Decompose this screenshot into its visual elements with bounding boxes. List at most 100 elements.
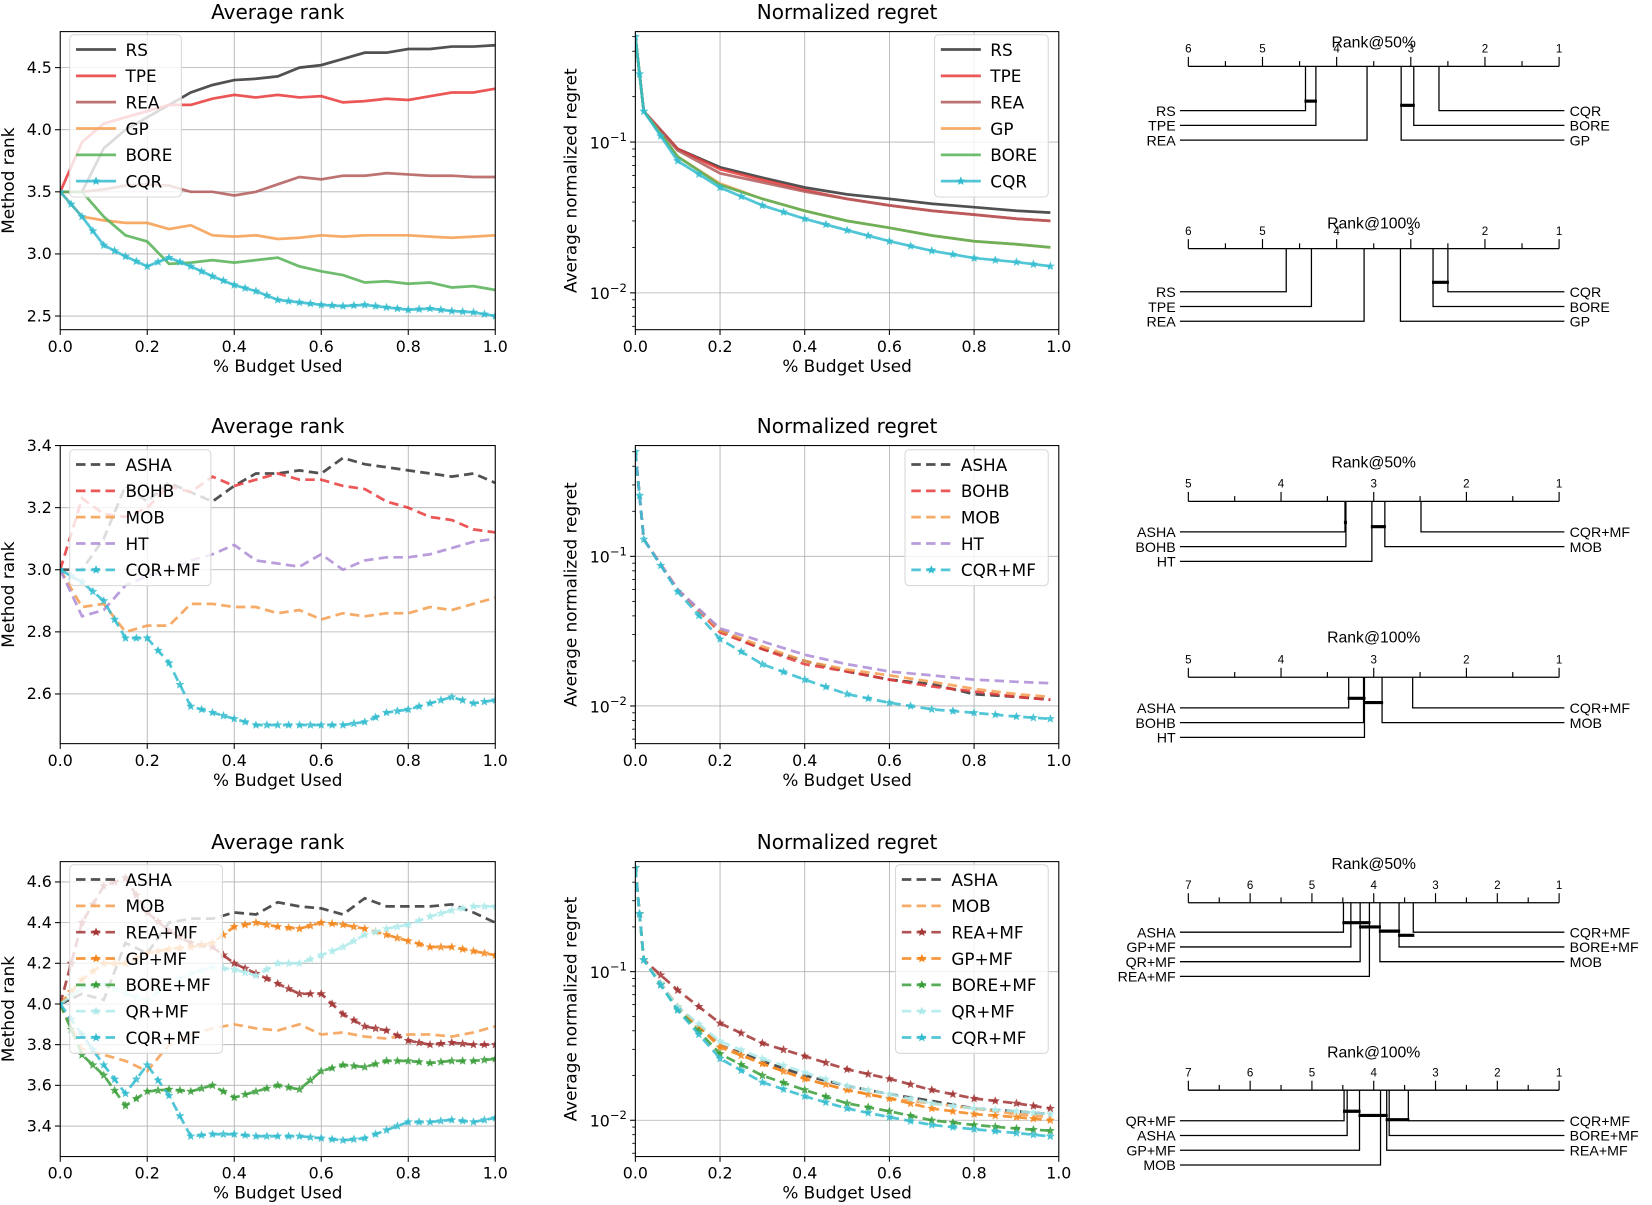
y-axis-label: Average normalized regret [560,68,580,293]
cd-tick-label: 4 [1371,1067,1378,1079]
x-tick-label: 0.6 [309,337,334,356]
data-point-marker [316,720,326,729]
data-point-marker [436,1038,446,1048]
cd-tick-label: 4 [1278,479,1285,491]
data-point-marker [338,1009,348,1019]
data-point-marker [990,255,1000,264]
cd-method-line [1179,1090,1348,1137]
data-point-marker [392,303,402,313]
x-tick-label: 0.8 [396,1164,421,1183]
data-point-marker [736,1050,746,1060]
data-point-marker [175,679,185,689]
axes-frame [59,445,496,745]
legend-entry: GP [126,119,149,139]
data-point-marker [360,717,370,726]
data-point-marker [295,989,304,998]
legend-entry: REA+MF [126,923,198,943]
y-tick-label: 4.0 [27,120,52,139]
data-point-marker [1045,1103,1055,1113]
x-tick-label: 0.0 [48,1164,73,1183]
cd-method-line [1386,1090,1565,1151]
x-tick-label: 0.8 [962,751,987,770]
cd-tick-label: 4 [1278,655,1285,667]
data-point-marker [153,1085,163,1095]
data-point-marker [969,1124,979,1134]
data-point-marker [458,695,468,705]
legend-marker [917,980,927,989]
cd-method-label: ASHA [1137,1129,1176,1145]
x-tick-label: 0.2 [135,337,160,356]
legend-entry: ASHA [961,455,1008,475]
data-point-marker [382,707,391,717]
data-point-marker [218,710,228,720]
y-tick-label: 3.6 [27,1076,52,1095]
data-point-marker [349,1061,359,1070]
cd-method-label: CQR+MF [1570,1114,1631,1130]
data-point-marker [1011,1128,1021,1137]
x-tick-label: 0.8 [962,1164,987,1183]
x-tick-label: 0.0 [623,751,648,770]
data-point-marker [229,1092,239,1102]
cd-tick-label: 1 [1556,479,1562,491]
legend-marker [91,953,101,963]
data-point-marker [821,1074,831,1084]
data-point-marker [403,704,413,714]
data-point-marker [673,587,683,596]
data-point-marker [360,1021,370,1031]
data-point-marker [800,1085,810,1094]
cd-method-line [1400,66,1565,141]
x-axis-label: % Budget Used [213,1183,342,1203]
data-point-marker [425,1058,435,1067]
data-point-marker [360,1133,370,1143]
data-point-marker [316,300,326,309]
data-point-marker [990,1126,1000,1135]
cd-method-label: BORE+MF [1570,1129,1639,1145]
data-point-marker [842,225,852,235]
data-point-marker [969,1109,979,1118]
data-point-marker [884,1074,894,1083]
data-point-marker [197,1083,207,1093]
series-line-ht [60,537,496,618]
data-point-marker [469,946,478,955]
cd-method-line [1384,501,1565,548]
cd-tick-label: 5 [1185,655,1191,667]
data-point-marker [349,1134,359,1144]
cd-method-line [1179,66,1307,112]
legend-marker [91,980,101,989]
cd-method-line [1398,902,1565,948]
data-point-marker [284,720,294,729]
x-tick-label: 0.6 [309,1164,334,1183]
data-point-marker [447,306,457,315]
cd-method-line [1420,501,1565,533]
data-point-marker [863,1085,873,1094]
data-point-marker [479,948,489,957]
data-point-marker [142,1060,152,1069]
data-point-marker [77,1050,87,1059]
legend-entry: MOB [951,896,990,916]
data-point-marker [349,718,359,728]
legend-entry: RS [126,40,148,60]
y-tick-label: 10−1 [590,130,627,152]
cd-method-label: TPE [1148,300,1176,316]
data-point-marker [800,674,810,684]
data-point-marker [447,905,457,915]
data-point-marker [403,1117,413,1126]
cd-method-line [1179,248,1365,322]
legend-marker [91,1006,101,1015]
data-point-marker [262,919,272,929]
data-point-marker [338,1060,348,1069]
data-point-marker [490,901,496,911]
data-point-marker [635,447,640,456]
data-point-marker [273,1080,283,1090]
cd-method-label: MOB [1570,955,1602,971]
data-point-marker [153,645,163,655]
data-point-marker [240,967,250,977]
cd-method-label: RS [1156,285,1176,301]
data-point-marker [414,1037,424,1047]
data-point-marker [414,701,424,711]
data-point-marker [229,714,239,723]
data-point-marker [447,942,457,951]
series-line-rea-mf [635,867,1051,1110]
